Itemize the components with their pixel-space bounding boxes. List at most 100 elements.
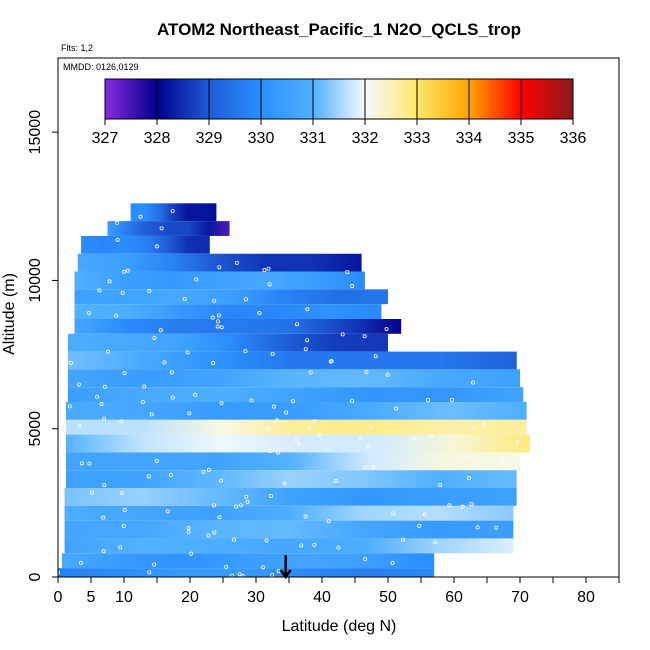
y-tick-label: 10000 — [27, 258, 44, 303]
obs-point — [429, 434, 434, 439]
obs-point — [159, 226, 164, 231]
x-tick-label: 40 — [313, 589, 331, 606]
x-tick-label: 10 — [115, 589, 133, 606]
obs-point — [186, 530, 191, 535]
obs-point — [471, 380, 476, 385]
obs-point — [224, 564, 229, 569]
obs-point — [149, 412, 154, 417]
obs-point — [394, 406, 399, 411]
obs-point — [240, 574, 245, 579]
data-band — [61, 553, 435, 569]
obs-point — [282, 481, 287, 486]
obs-point — [212, 298, 217, 303]
x-tick-label: 30 — [247, 589, 265, 606]
obs-point — [284, 410, 289, 415]
obs-point — [170, 209, 175, 214]
obs-point — [294, 322, 299, 327]
y-tick-label: 0 — [27, 572, 44, 581]
data-band — [74, 318, 402, 334]
obs-point — [363, 556, 368, 561]
obs-point — [215, 324, 220, 329]
obs-point — [234, 260, 239, 265]
colorbar-tick-label: 329 — [196, 130, 223, 147]
obs-point — [245, 499, 250, 504]
obs-point — [303, 514, 308, 519]
obs-point — [87, 461, 92, 466]
obs-point — [296, 442, 301, 447]
obs-point — [99, 402, 104, 407]
obs-point — [266, 266, 271, 271]
obs-point — [95, 394, 100, 399]
x-tick-label: 0 — [54, 589, 63, 606]
obs-point — [217, 265, 222, 270]
obs-point — [350, 398, 355, 403]
obs-point — [385, 372, 390, 377]
obs-point — [340, 332, 345, 337]
x-tick-label: 80 — [577, 589, 595, 606]
obs-point — [140, 400, 145, 405]
obs-point — [154, 244, 159, 249]
obs-point — [307, 426, 312, 431]
obs-point — [147, 289, 152, 294]
obs-point — [69, 360, 74, 365]
obs-point — [391, 511, 396, 516]
obs-point — [89, 490, 94, 495]
obs-point — [262, 268, 267, 273]
obs-point — [294, 437, 299, 442]
obs-point — [168, 472, 173, 477]
obs-point — [115, 220, 120, 225]
obs-point — [182, 296, 187, 301]
obs-point — [363, 465, 368, 470]
x-tick-label: 20 — [181, 589, 199, 606]
data-band — [65, 402, 527, 420]
colorbar-ticks: 327 328 329 330 331 332 333 334 335 336 — [92, 79, 586, 147]
obs-point — [316, 432, 321, 437]
obs-point — [152, 562, 157, 567]
obs-point — [261, 565, 266, 570]
obs-point — [212, 503, 217, 508]
obs-point — [217, 515, 222, 520]
obs-point — [234, 504, 239, 509]
obs-point — [305, 307, 310, 312]
data-band — [64, 538, 514, 554]
obs-point — [107, 279, 112, 284]
obs-point — [481, 422, 486, 427]
obs-point — [447, 503, 452, 508]
obs-point — [469, 501, 474, 506]
x-axis: 0 5 10 20 30 40 50 60 70 80 — [54, 577, 620, 606]
obs-point — [244, 297, 249, 302]
data-band — [67, 333, 389, 352]
data-band — [77, 253, 362, 272]
obs-point — [77, 423, 82, 428]
obs-point — [201, 469, 206, 474]
obs-point — [237, 572, 242, 577]
obs-point — [460, 504, 465, 509]
obs-point — [358, 435, 363, 440]
data-band — [65, 470, 517, 489]
obs-point — [308, 370, 313, 375]
obs-point — [189, 551, 194, 556]
obs-point — [165, 509, 170, 514]
obs-point — [400, 537, 405, 542]
obs-point — [390, 560, 395, 565]
obs-point — [366, 443, 371, 448]
obs-point — [102, 483, 107, 488]
data-band — [64, 505, 514, 521]
obs-point — [494, 525, 499, 530]
data-band — [67, 387, 524, 403]
obs-point — [101, 549, 106, 554]
dates-label: MMDD: 0126,0129 — [63, 62, 139, 72]
obs-point — [299, 543, 304, 548]
obs-point — [212, 530, 217, 535]
x-tick-label: 5 — [87, 589, 96, 606]
obs-point — [76, 382, 81, 387]
colorbar-tick-label: 327 — [92, 130, 119, 147]
obs-point — [290, 399, 295, 404]
data-bands — [58, 203, 530, 577]
obs-point — [257, 311, 262, 316]
obs-point — [433, 540, 438, 545]
obs-point — [101, 515, 106, 520]
colorbar-tick-label: 333 — [404, 130, 431, 147]
obs-point — [362, 334, 367, 339]
obs-point — [121, 523, 126, 528]
